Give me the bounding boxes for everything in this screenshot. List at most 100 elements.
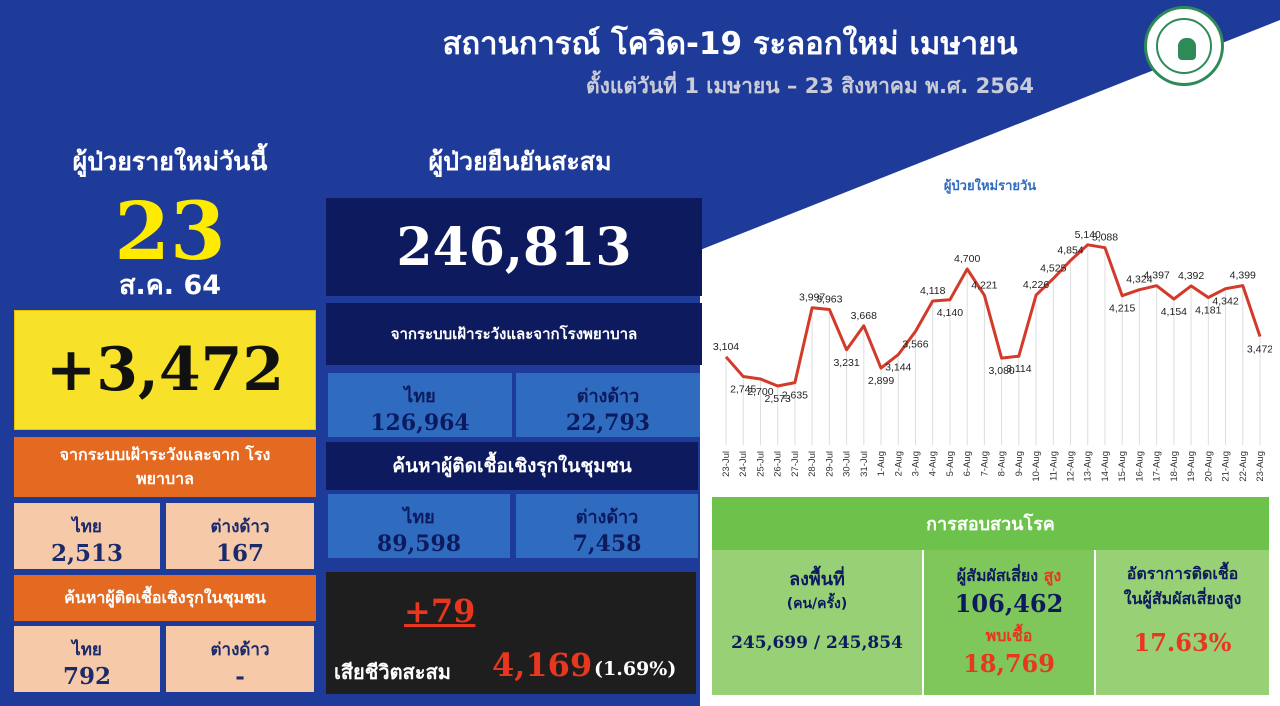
x-tick-label: 3-Aug — [910, 451, 921, 476]
rate-label-2: ในผู้สัมผัสเสี่ยงสูง — [1123, 589, 1242, 608]
cum-comm-foreign-value: 7,458 — [572, 531, 642, 557]
rate-value: 17.63% — [1133, 628, 1232, 657]
data-label: 4,324 — [1126, 274, 1152, 286]
deaths-label: เสียชีวิตสะสม — [334, 660, 451, 684]
x-tick-label: 14-Aug — [1100, 451, 1111, 482]
cum-comm-thai-label: ไทย — [403, 507, 435, 528]
series-line — [724, 243, 1262, 388]
field-value: 245,699 / 245,854 — [731, 633, 903, 653]
data-label: 4,226 — [1023, 279, 1049, 291]
cum-surv-thai-label: ไทย — [404, 386, 436, 407]
city-seal-icon — [1144, 6, 1224, 86]
today-community-foreign: ต่างด้าว - — [166, 626, 314, 692]
today-surv-thai-label: ไทย — [72, 517, 102, 537]
today-community-thai: ไทย 792 — [14, 626, 160, 692]
x-tick-label: 29-Jul — [824, 451, 835, 477]
x-tick-label: 21-Aug — [1221, 451, 1232, 482]
x-tick-label: 23-Aug — [1255, 451, 1266, 482]
x-tick-label: 2-Aug — [893, 451, 904, 476]
x-tick-label: 22-Aug — [1238, 451, 1249, 482]
x-tick-label: 24-Jul — [738, 451, 749, 477]
data-label: 4,154 — [1161, 306, 1187, 318]
cum-comm-foreign-label: ต่างด้าว — [575, 507, 639, 528]
data-label: 2,573 — [765, 393, 791, 405]
x-tick-label: 11-Aug — [1048, 451, 1059, 481]
cumulative-surveillance-foreign: ต่างด้าว 22,793 — [516, 373, 700, 437]
cumulative-community-thai: ไทย 89,598 — [328, 494, 510, 558]
deaths-panel: +79 เสียชีวิตสะสม 4,169 (1.69%) — [326, 572, 696, 694]
investigation-heading: การสอบสวนโรค — [712, 497, 1269, 550]
cumulative-community-foreign: ต่างด้าว 7,458 — [516, 494, 698, 558]
contacts-value: 106,462 — [954, 589, 1064, 618]
x-tick-label: 19-Aug — [1186, 451, 1197, 482]
data-label: 3,114 — [1006, 363, 1032, 375]
data-label: 4,700 — [954, 253, 980, 265]
cumulative-heading: ผู้ป่วยยืนยันสะสม — [428, 147, 612, 176]
today-comm-foreign-label: ต่างด้าว — [210, 640, 270, 660]
data-label: 4,221 — [971, 279, 997, 291]
today-community-heading: ค้นหาผู้ติดเชื้อเชิงรุกในชุมชน — [14, 575, 316, 621]
page-subtitle: ตั้งแต่วันที่ 1 เมษายน – 23 สิงหาคม พ.ศ.… — [585, 74, 1035, 98]
rate-label-1: อัตราการติดเชื้อ — [1126, 564, 1239, 583]
data-label: 4,525 — [1040, 263, 1066, 275]
x-tick-label: 8-Aug — [997, 451, 1008, 476]
data-label: 3,144 — [885, 362, 911, 374]
cum-surv-thai-value: 126,964 — [370, 410, 470, 436]
data-label: 4,397 — [1144, 270, 1170, 282]
today-surv-foreign-value: 167 — [215, 540, 264, 567]
cumulative-community-heading: ค้นหาผู้ติดเชื้อเชิงรุกในชุมชน — [326, 442, 698, 490]
investigation-field: ลงพื้นที่ (คน/ครั้ง) 245,699 / 245,854 — [712, 550, 922, 695]
x-tick-labels: 23-Jul 24-Jul 25-Jul 26-Jul 27-Jul 28-Jul 29-J… — [721, 451, 1266, 482]
chart-grid — [725, 244, 1261, 445]
data-label: 3,104 — [713, 341, 739, 353]
x-tick-label: 10-Aug — [1031, 451, 1042, 482]
today-date: ส.ค. 64 — [118, 270, 222, 301]
data-label: 4,392 — [1178, 270, 1204, 282]
today-comm-thai-label: ไทย — [72, 640, 102, 660]
data-label: 2,700 — [747, 386, 773, 398]
daily-cases-chart: ผู้ป่วยใหม่รายวัน 3,104 2,7452,7002,5732,… — [713, 177, 1272, 482]
today-new-cases: +3,472 — [14, 310, 316, 430]
cumulative-total: 246,813 — [326, 198, 702, 296]
data-label: 2,745 — [730, 384, 756, 396]
today-heading: ผู้ป่วยรายใหม่วันนี้ — [72, 147, 268, 176]
today-surveillance-heading: จากระบบเฝ้าระวังและจาก โรงพยาบาล — [14, 437, 316, 497]
x-tick-label: 5-Aug — [945, 451, 956, 476]
investigation-rate: อัตราการติดเชื้อ ในผู้สัมผัสเสี่ยงสูง 17… — [1096, 550, 1269, 695]
data-label: 4,854 — [1057, 245, 1083, 257]
data-label: 3,668 — [851, 310, 877, 322]
data-label: 3,997 — [799, 292, 825, 304]
data-label: 4,140 — [937, 307, 963, 319]
x-tick-label: 12-Aug — [1066, 451, 1077, 482]
data-label: 3,231 — [833, 357, 859, 369]
data-label: 4,399 — [1230, 270, 1256, 282]
today-surveillance-thai: ไทย 2,513 — [14, 503, 160, 569]
data-label: 2,635 — [782, 390, 808, 402]
x-tick-label: 20-Aug — [1203, 451, 1214, 482]
found-value: 18,769 — [963, 649, 1055, 678]
x-tick-label: 25-Jul — [755, 451, 766, 477]
found-label: พบเชื้อ — [985, 626, 1033, 645]
x-tick-label: 15-Aug — [1117, 451, 1128, 482]
data-label: 3,472 — [1247, 344, 1272, 356]
x-tick-label: 27-Jul — [790, 451, 801, 477]
chart-title: ผู้ป่วยใหม่รายวัน — [944, 177, 1036, 194]
investigation-contacts: ผู้สัมผัสเสี่ยง สูง 106,462 พบเชื้อ 18,7… — [924, 550, 1094, 695]
cumulative-surveillance-thai: ไทย 126,964 — [328, 373, 512, 437]
deaths-percent: (1.69%) — [594, 658, 677, 680]
contacts-high: สูง — [1043, 566, 1062, 585]
x-tick-label: 30-Jul — [842, 451, 853, 477]
x-tick-label: 13-Aug — [1083, 451, 1094, 482]
page-title: สถานการณ์ โควิด-19 ระลอกใหม่ เมษายน — [442, 26, 1018, 62]
today-surveillance-foreign: ต่างด้าว 167 — [166, 503, 314, 569]
x-tick-label: 6-Aug — [962, 451, 973, 476]
field-label: ลงพื้นที่ — [789, 569, 845, 590]
x-tick-label: 23-Jul — [721, 451, 732, 477]
x-tick-label: 17-Aug — [1152, 451, 1163, 482]
x-tick-label: 1-Aug — [876, 451, 887, 476]
data-label: 5,088 — [1092, 232, 1118, 244]
field-unit: (คน/ครั้ง) — [786, 596, 848, 612]
deaths-new: +79 — [404, 592, 476, 630]
cum-surv-foreign-value: 22,793 — [565, 410, 651, 436]
